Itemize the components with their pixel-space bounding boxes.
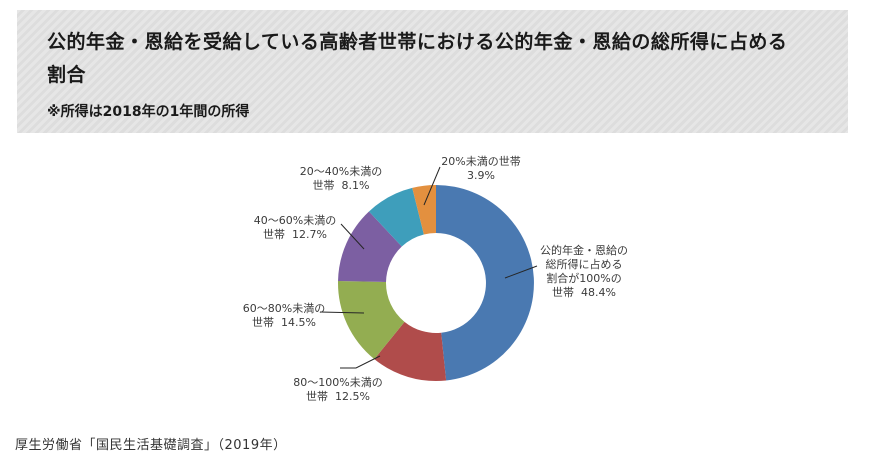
- donut-slice: [337, 281, 405, 360]
- slice-label-line: 世帯 8.1%: [312, 179, 370, 192]
- slice-label-line: 60～80%未満の: [242, 302, 326, 315]
- donut-slice: [338, 211, 402, 282]
- slice-label-line: 世帯 14.5%: [252, 316, 316, 329]
- slice-label-60-80: 60～80%未満の 世帯 14.5%: [243, 302, 325, 330]
- leader-line-60-80: [319, 311, 365, 314]
- slice-label-line: 80～100%未満の: [293, 376, 383, 389]
- page-title: 公的年金・恩給を受給している高齢者世帯における公的年金・恩給の総所得に占める割合: [47, 31, 788, 86]
- slice-label-under-20: 20%未満の世帯 3.9%: [441, 155, 520, 183]
- leader-line-80-100: [340, 355, 381, 369]
- slice-label-line: 20～40%未満の: [299, 165, 383, 178]
- slice-label-line: 世帯 12.5%: [306, 390, 370, 403]
- slice-label-20-40: 20～40%未満の 世帯 8.1%: [300, 165, 382, 193]
- donut-slice: [436, 185, 534, 381]
- slice-label-line: 20%未満の世帯: [441, 155, 521, 168]
- slice-label-line: 総所得に占める: [545, 258, 623, 271]
- leader-line-under-20: [423, 166, 441, 206]
- donut-slice: [412, 185, 436, 235]
- slice-label-80-100: 80～100%未満の 世帯 12.5%: [293, 376, 382, 404]
- leader-line-40-60: [340, 223, 365, 250]
- slice-label-line: 3.9%: [467, 169, 495, 182]
- header-banner: 公的年金・恩給を受給している高齢者世帯における公的年金・恩給の総所得に占める割合…: [17, 10, 848, 133]
- donut-slices: [337, 185, 534, 381]
- leader-lines: [319, 166, 538, 369]
- leader-line-100pct: [504, 265, 538, 279]
- donut-slice: [374, 321, 447, 381]
- slice-label-40-60: 40～60%未満の 世帯 12.7%: [254, 214, 336, 242]
- slice-label-line: 世帯 48.4%: [552, 286, 616, 299]
- slice-label-line: 割合が100%の: [546, 272, 622, 285]
- slice-label-100pct: 公的年金・恩給の 総所得に占める 割合が100%の 世帯 48.4%: [540, 244, 628, 300]
- slice-label-line: 公的年金・恩給の: [540, 244, 628, 257]
- slice-label-line: 40～60%未満の: [253, 214, 337, 227]
- donut-slice: [368, 187, 424, 247]
- source-note: 厚生労働省「国民生活基礎調査」（2019年）: [15, 438, 287, 453]
- header-note: ※所得は2018年の1年間の所得: [47, 104, 250, 120]
- slice-label-line: 世帯 12.7%: [263, 228, 327, 241]
